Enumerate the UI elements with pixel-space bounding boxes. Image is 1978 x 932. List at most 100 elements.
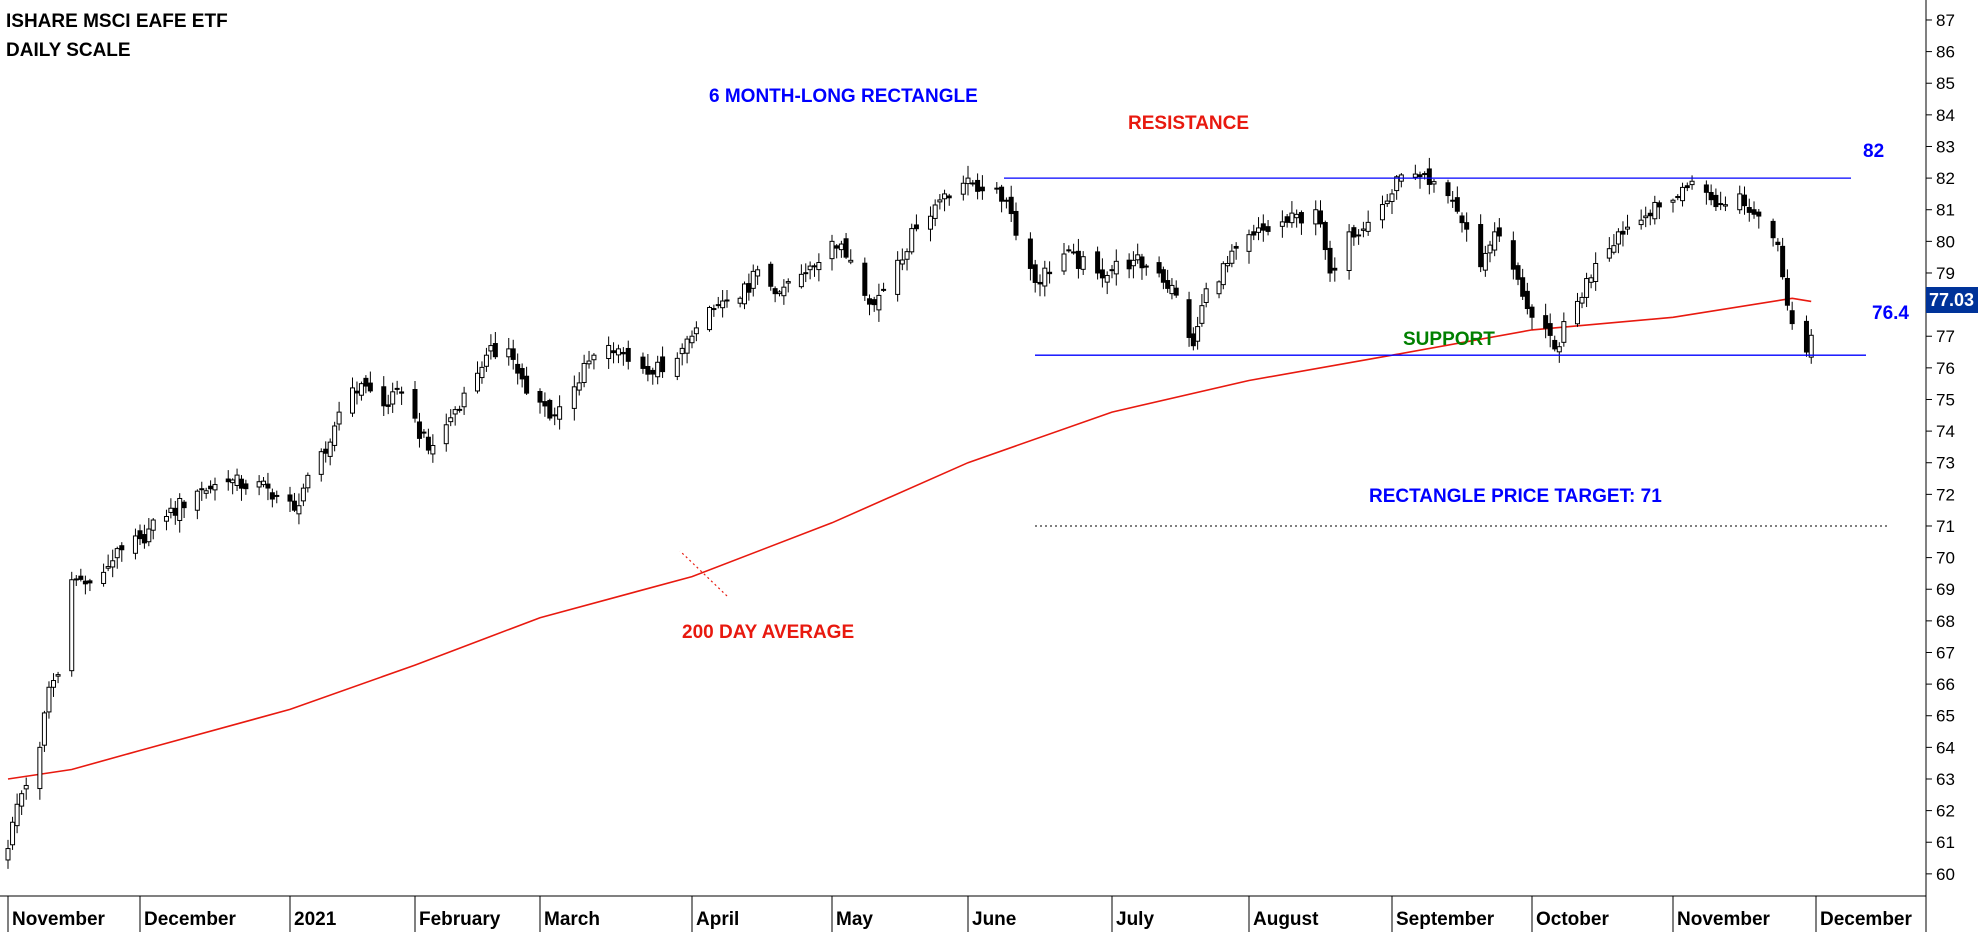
candle <box>1075 238 1081 279</box>
candle <box>1104 271 1110 295</box>
candle <box>461 386 467 415</box>
candle <box>23 777 29 800</box>
candle-body-up <box>10 821 16 846</box>
candle <box>101 563 107 587</box>
y-tick-label: 65 <box>1936 707 1955 726</box>
candle-body-up <box>1199 305 1205 324</box>
candle <box>1647 209 1653 226</box>
candle-body-up <box>1225 262 1231 267</box>
candle <box>1638 209 1644 230</box>
candle <box>1199 293 1205 327</box>
candle <box>412 380 418 423</box>
candle-body-down <box>1684 185 1690 189</box>
candle-body-up <box>904 251 910 260</box>
candle <box>674 352 680 381</box>
candle <box>1322 220 1328 260</box>
candle <box>1656 200 1662 220</box>
candle <box>168 498 174 519</box>
y-tick-label: 64 <box>1936 738 1955 757</box>
candle <box>82 575 88 595</box>
candle <box>994 182 1000 194</box>
candle-body-up <box>256 481 262 488</box>
x-tick-label: April <box>696 909 739 930</box>
candle-body-down <box>1047 271 1053 275</box>
y-tick-label: 79 <box>1936 264 1955 283</box>
candle-body-up <box>615 348 621 356</box>
candle <box>323 441 329 463</box>
candle-body-up <box>488 345 494 352</box>
candle-body-up <box>1229 250 1235 264</box>
candle <box>1547 313 1553 348</box>
candle <box>141 524 147 549</box>
candle <box>452 406 458 426</box>
candle <box>199 481 205 501</box>
candle <box>114 546 120 569</box>
candle <box>755 265 761 285</box>
candle <box>488 334 494 360</box>
candle-body-down <box>1464 222 1470 230</box>
candle-body-up <box>1556 346 1562 353</box>
candle-body-down <box>1139 256 1145 269</box>
candle <box>838 240 844 258</box>
candle-body-up <box>781 286 787 297</box>
candle-body-down <box>137 530 143 540</box>
candle-body-down <box>611 350 617 354</box>
candle-body-down <box>871 299 877 306</box>
candle <box>256 475 262 496</box>
candle <box>1412 164 1418 180</box>
candle <box>1722 196 1728 212</box>
candle <box>1588 274 1594 289</box>
candle-body-down <box>650 369 656 375</box>
candle <box>55 671 61 684</box>
candle-body-up <box>899 259 905 265</box>
candle <box>679 343 685 366</box>
candle-body-down <box>225 478 231 483</box>
candle-body-down <box>746 283 752 293</box>
candle <box>1652 195 1658 225</box>
candle <box>243 479 249 495</box>
candle-body-down <box>862 262 868 296</box>
resistance-annotation: RESISTANCE <box>1128 113 1250 134</box>
candle-body-up <box>1356 234 1362 237</box>
candle <box>777 290 782 297</box>
candle-body-up <box>1670 199 1676 203</box>
candle-body-down <box>78 575 84 580</box>
candle-body-up <box>1588 277 1594 283</box>
candle-body-down <box>1775 241 1781 246</box>
candle <box>394 380 400 395</box>
candle-body-down <box>547 399 553 419</box>
candle <box>1543 303 1549 339</box>
candle-body-down <box>1496 227 1502 237</box>
candle <box>1464 212 1470 242</box>
candle-body-up <box>163 515 169 522</box>
candle-body-up <box>230 479 236 484</box>
candle <box>399 386 405 405</box>
candle <box>1487 240 1493 263</box>
candle <box>927 206 933 242</box>
candle-body-up <box>807 265 813 271</box>
candle-body-down <box>803 272 809 275</box>
candle <box>51 673 57 697</box>
candle-body-up <box>1071 251 1077 254</box>
y-tick-label: 60 <box>1936 865 1955 884</box>
candle <box>807 261 813 280</box>
candle-body-up <box>715 304 721 307</box>
candle-body-up <box>150 519 156 531</box>
candle <box>895 251 901 302</box>
candle-body-up <box>655 361 661 378</box>
candle <box>547 398 553 421</box>
candle <box>1160 266 1166 290</box>
y-tick-label: 72 <box>1936 485 1955 504</box>
candle <box>834 244 840 259</box>
candle-body-down <box>640 356 646 369</box>
candle-body-up <box>829 240 835 260</box>
candle-body-up <box>684 338 690 354</box>
candle-body-up <box>965 177 971 185</box>
candle-body-down <box>1543 315 1549 329</box>
candle <box>1742 186 1747 215</box>
candle <box>1113 249 1119 286</box>
y-tick-label: 76 <box>1936 359 1955 378</box>
candle-body-down <box>385 404 391 407</box>
y-tick-label: 74 <box>1936 422 1955 441</box>
candle-body-up <box>305 474 311 489</box>
